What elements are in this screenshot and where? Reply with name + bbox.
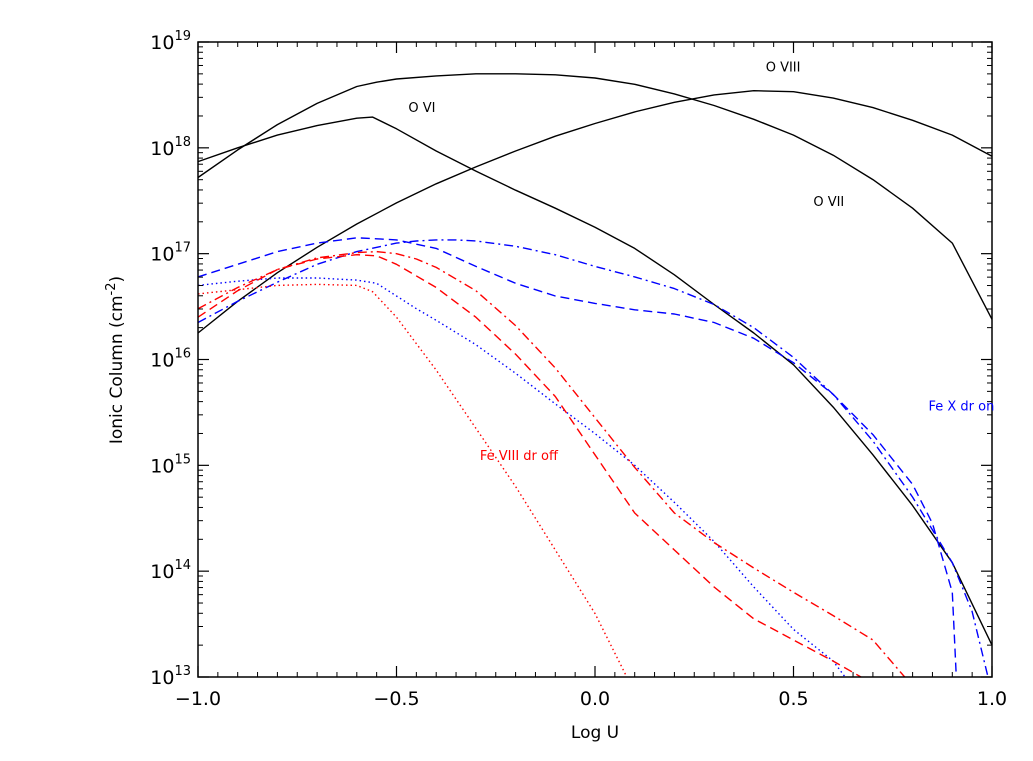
y-axis-title-exponent: -2: [104, 282, 119, 295]
y-axis-title: Ionic Column (cm-2): [104, 276, 127, 444]
series-fe-x-dr-on: [197, 239, 989, 678]
x-tick-label: 0.5: [778, 688, 808, 710]
plot-frame: [197, 41, 993, 678]
annotation-o-vii: O VII: [813, 195, 844, 210]
x-tick-label: −0.5: [373, 688, 419, 710]
y-tick-label: 1016: [150, 347, 191, 372]
series-fe-x-dr-off: [197, 250, 906, 678]
y-axis-title-close: ): [107, 276, 127, 283]
ticks-layer: [197, 41, 993, 678]
annotation-fe-viii-dr-off: Fe VIII dr off: [480, 449, 559, 464]
x-axis-title: Log U: [571, 723, 619, 743]
y-tick-label: 1014: [150, 558, 191, 583]
y-tick-label: 1013: [150, 664, 191, 689]
annotation-o-viii: O VIII: [766, 61, 801, 76]
series-layer: [197, 73, 993, 678]
annotation-fe-x-dr-on: Fe X dr on: [928, 399, 994, 414]
series-o-vii: [197, 73, 993, 320]
y-tick-label: 1015: [150, 452, 191, 477]
series-fe-ix-dr-on: [197, 237, 957, 678]
series-fe-viii-dr-off: [197, 283, 628, 678]
y-axis-title-text: Ionic Column (cm: [107, 295, 127, 444]
annotation-o-vi: O VI: [408, 101, 435, 116]
y-tick-label: 1019: [150, 29, 191, 54]
series-o-vi: [197, 116, 993, 646]
y-tick-label: 1018: [150, 135, 191, 160]
series-o-viii: [197, 89, 993, 334]
annotation-layer: O VI O VIII O VII Fe X dr on Fe VIII dr off: [408, 61, 994, 464]
x-tick-label: 0.0: [580, 688, 610, 710]
labels-layer: −1.0 −0.5 0.0 0.5 1.0 1013 1014 1015 1016 1017 101…: [150, 29, 1007, 710]
series-fe-ix-dr-off: [197, 253, 862, 678]
x-tick-label: 1.0: [977, 688, 1007, 710]
x-tick-label: −1.0: [175, 688, 221, 710]
y-tick-label: 1017: [150, 241, 191, 266]
series-fe-viii-dr-on: [197, 277, 846, 678]
